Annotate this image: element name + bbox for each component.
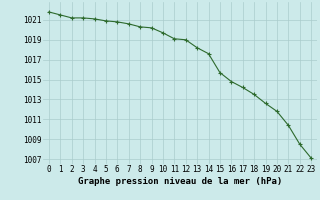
X-axis label: Graphe pression niveau de la mer (hPa): Graphe pression niveau de la mer (hPa) xyxy=(78,177,282,186)
